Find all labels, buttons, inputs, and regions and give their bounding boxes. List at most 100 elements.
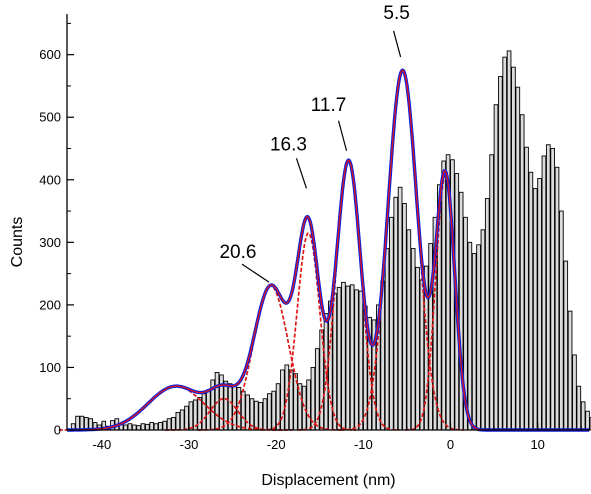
histogram-bar	[284, 364, 290, 431]
histogram-bar	[140, 423, 146, 431]
histogram-bar	[480, 229, 486, 431]
histogram-bar	[467, 241, 473, 431]
histogram-bar	[175, 412, 181, 431]
histogram-bar	[179, 409, 185, 431]
histogram-bar	[554, 166, 560, 431]
histogram-bar	[498, 76, 503, 431]
x-tick-label: 0	[447, 437, 454, 452]
histogram-bar	[336, 286, 342, 431]
histogram-bar	[576, 385, 582, 431]
histogram-bar	[397, 186, 403, 431]
histogram-bar	[389, 216, 394, 431]
histogram-bar	[153, 423, 159, 431]
histogram-bar	[528, 171, 534, 431]
peak-label: 20.6	[219, 242, 256, 263]
histogram-bar	[550, 148, 555, 431]
peak-label: 11.7	[311, 95, 347, 116]
x-tick-label: -20	[267, 437, 286, 452]
histogram-bar	[502, 56, 508, 431]
histogram-bar	[158, 422, 163, 431]
histogram-bar	[541, 155, 547, 431]
histogram-bar	[515, 86, 521, 431]
histogram-bar	[149, 422, 155, 431]
x-tick-label: 10	[530, 437, 544, 452]
histogram-bar	[415, 266, 420, 431]
histogram-bar	[75, 415, 80, 431]
histogram-bar	[567, 310, 573, 431]
histogram-bar	[136, 425, 141, 431]
peak-annotations: 20.6 16.311.7 5.5	[219, 3, 410, 283]
histogram-bar	[524, 146, 529, 431]
histogram-bar	[393, 196, 399, 431]
histogram-bar	[131, 424, 137, 431]
histogram-bar	[471, 253, 477, 431]
peak-fit-curve	[404, 175, 486, 431]
histogram-bar	[545, 144, 551, 431]
histogram-bar	[402, 203, 407, 431]
annotation-leader	[337, 120, 348, 151]
histogram-bar	[258, 402, 263, 431]
histogram-bar	[219, 374, 224, 431]
histogram-bar	[563, 260, 569, 431]
histogram-bar	[345, 285, 351, 431]
histogram-bar	[484, 198, 490, 431]
histogram-bar	[271, 390, 277, 431]
histogram-bar	[519, 114, 525, 431]
y-tick-label: 0	[54, 423, 61, 438]
peak-label: 5.5	[383, 3, 409, 24]
y-tick-label: 300	[39, 235, 61, 250]
y-tick-label: 100	[39, 360, 61, 375]
histogram-bar	[341, 281, 346, 431]
annotation-leader	[393, 30, 402, 58]
histogram-bar	[585, 410, 590, 431]
histogram-bar	[123, 424, 128, 431]
histogram-bar	[532, 188, 538, 431]
y-tick-label: 600	[39, 47, 61, 62]
histogram-bar	[559, 210, 564, 431]
histogram-bar	[162, 420, 168, 431]
histogram-bar	[406, 229, 412, 431]
histogram-bar	[537, 178, 542, 431]
x-tick-label: -30	[180, 437, 199, 452]
histogram-bar	[184, 405, 189, 431]
histogram-bar	[489, 154, 494, 431]
histogram-bar	[79, 415, 85, 431]
histogram-bar	[441, 160, 447, 431]
y-tick-label: 500	[39, 110, 61, 125]
histogram-bar	[410, 248, 416, 431]
peak-label: 16.3	[270, 134, 307, 155]
histogram-bar	[384, 248, 390, 431]
histogram-bar	[262, 398, 268, 431]
histogram-bar	[144, 423, 150, 431]
histogram-bar	[280, 369, 285, 431]
histogram-bar	[349, 284, 355, 431]
annotation-leader	[241, 263, 270, 283]
peak-fit-curve	[260, 232, 356, 431]
histogram-bar	[506, 50, 512, 431]
histogram-bar	[493, 104, 499, 431]
histogram-bar	[476, 244, 481, 431]
histogram-bar	[572, 354, 577, 431]
histogram-bar	[306, 379, 311, 431]
histogram-bar	[206, 389, 211, 431]
histogram-bar	[354, 289, 359, 431]
histogram-bar	[127, 423, 133, 431]
x-tick-label: -10	[354, 437, 373, 452]
y-axis-title: Counts	[9, 217, 26, 268]
annotation-leader	[295, 158, 308, 189]
histogram-bar	[267, 393, 272, 431]
histogram-bar	[253, 400, 259, 431]
histogram-bar	[166, 418, 172, 431]
histogram-bar	[201, 393, 207, 431]
histogram-bar	[297, 383, 303, 431]
x-axis-title: Displacement (nm)	[261, 472, 395, 489]
y-tick-label: 200	[39, 297, 61, 312]
histogram-bar	[301, 385, 307, 431]
histogram-bar	[458, 191, 464, 431]
x-tick-label: -40	[92, 437, 111, 452]
histogram-bar	[358, 290, 364, 431]
y-tick-label: 400	[39, 172, 61, 187]
histogram-bar	[245, 394, 250, 431]
